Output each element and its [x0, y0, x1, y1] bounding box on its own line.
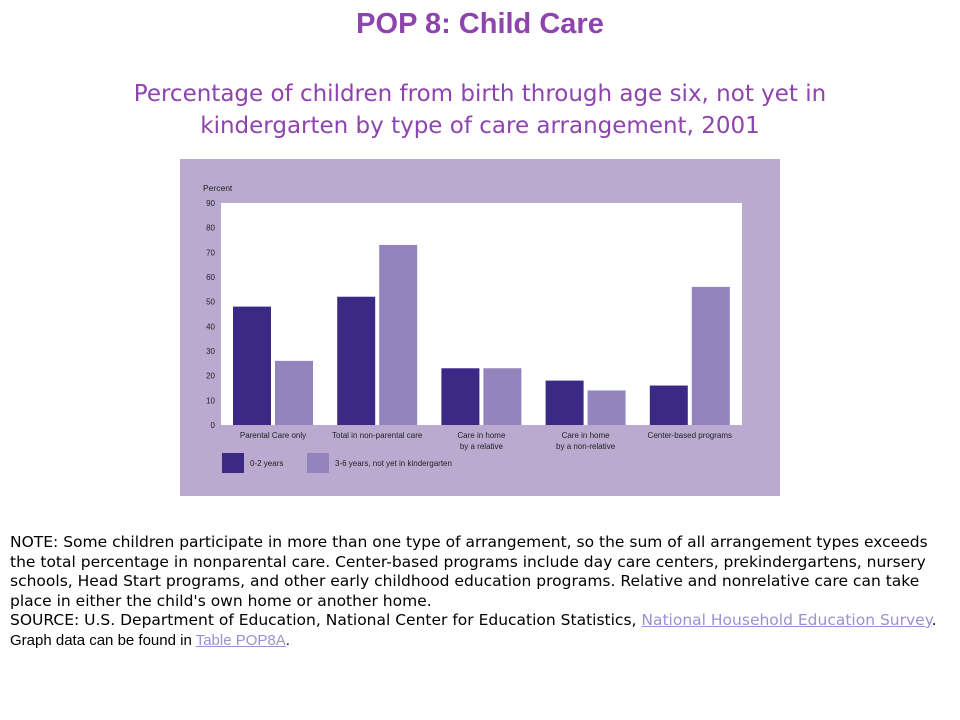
- survey-link[interactable]: National Household Education Survey: [641, 611, 932, 629]
- notes-section: NOTE: Some children participate in more …: [10, 533, 950, 650]
- y-tick-label: 20: [206, 372, 215, 381]
- x-tick-label: by a non-relative: [556, 442, 616, 451]
- x-axis-labels: Parental Care only Total in non-parental …: [240, 431, 732, 451]
- bar-0-2-years-3: [545, 380, 584, 425]
- bars: [233, 244, 730, 425]
- slide-title: POP 8: Child Care: [356, 8, 604, 40]
- x-tick-label: Total in non-parental care: [332, 431, 423, 440]
- legend: 0-2 years 3-6 years, not yet in kinderga…: [222, 453, 452, 473]
- x-tick-label: Center-based programs: [648, 431, 732, 440]
- y-tick-label: 60: [206, 273, 215, 282]
- legend-swatch-0-2-years: [222, 453, 244, 473]
- slide-subtitle: Percentage of children from birth throug…: [133, 81, 827, 139]
- source-line: SOURCE: U.S. Department of Education, Na…: [10, 611, 950, 631]
- y-tick-label: 70: [206, 248, 215, 257]
- note-text: NOTE: Some children participate in more …: [10, 533, 928, 610]
- bar-3-6-years-3: [587, 390, 626, 425]
- x-tick-label: Care in home: [457, 431, 506, 440]
- bar-0-2-years-1: [337, 296, 376, 425]
- graph-data-line: Graph data can be found in Table POP8A.: [10, 631, 950, 651]
- y-tick-label: 80: [206, 224, 215, 233]
- y-tick-label: 50: [206, 298, 215, 307]
- y-tick-label: 90: [206, 199, 215, 208]
- y-tick-label: 40: [206, 322, 215, 331]
- bar-3-6-years-2: [483, 368, 522, 425]
- legend-label-0-2-years: 0-2 years: [250, 459, 283, 468]
- y-tick-label: 30: [206, 347, 215, 356]
- bar-chart: Percent 0 10 20 30 40 50 60 70 80 90 Parental Car…: [203, 183, 742, 473]
- bar-3-6-years-0: [275, 360, 313, 425]
- bar-0-2-years-0: [233, 306, 271, 425]
- bar-0-2-years-2: [441, 368, 480, 425]
- graph-suffix: .: [285, 631, 290, 649]
- y-axis-label: Percent: [203, 183, 233, 193]
- source-suffix: .: [931, 611, 937, 629]
- bar-0-2-years-4: [649, 385, 688, 425]
- x-tick-label: Parental Care only: [240, 431, 306, 440]
- legend-label-3-6-years: 3-6 years, not yet in kindergarten: [335, 459, 452, 468]
- legend-swatch-3-6-years: [307, 453, 329, 473]
- chart-panel: Percent 0 10 20 30 40 50 60 70 80 90 Parental Car…: [180, 159, 780, 496]
- bar-3-6-years-1: [379, 244, 418, 425]
- y-tick-label: 0: [211, 421, 216, 430]
- y-axis-ticks: 0 10 20 30 40 50 60 70 80 90: [206, 199, 215, 430]
- x-tick-label: Care in home: [562, 431, 611, 440]
- y-tick-label: 10: [206, 396, 215, 405]
- table-link[interactable]: Table POP8A: [195, 631, 286, 649]
- source-prefix: SOURCE: U.S. Department of Education, Na…: [10, 611, 642, 629]
- x-tick-label: by a relative: [460, 442, 504, 451]
- graph-prefix: Graph data can be found in: [10, 631, 196, 649]
- bar-3-6-years-4: [691, 286, 730, 425]
